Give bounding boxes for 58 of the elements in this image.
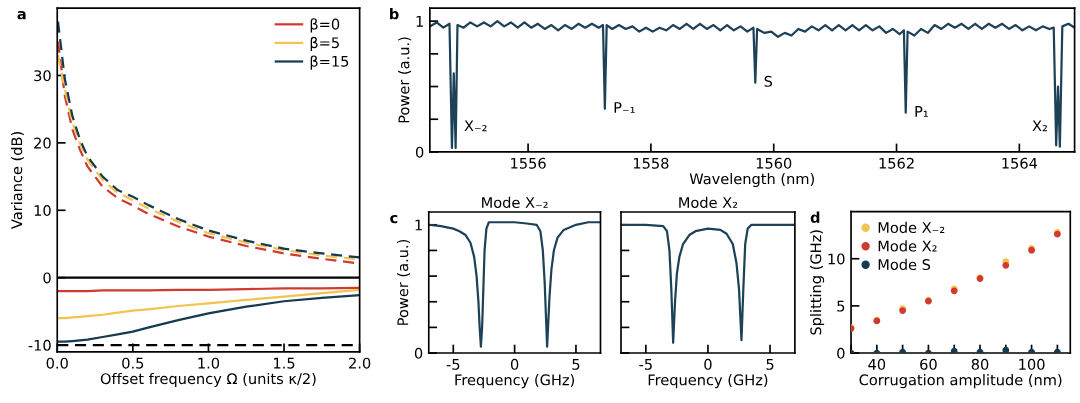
x-tick-label: -5 [446, 359, 460, 370]
y-axis-title: Splitting (GHz) [810, 230, 825, 335]
x-axis-title: Wavelength (nm) [689, 172, 814, 188]
y-tick-label: -10 [28, 339, 51, 351]
x-tick-label: 5 [766, 359, 774, 370]
annotation: P₁ [915, 106, 928, 117]
x-tick-label: 1562 [879, 157, 914, 169]
x-tick-label: 1564 [1002, 157, 1038, 169]
x-tick-label: 1.5 [274, 357, 295, 369]
y-tick-label: 30 [34, 70, 51, 82]
y-tick-label: 1 [416, 16, 423, 27]
x-tick-label: 1560 [756, 157, 792, 169]
x-axis-title: Offset frequency Ω (units κ/2) [100, 372, 316, 387]
y-axis-title: Power (a.u.) [398, 37, 412, 123]
y-axis-title: Power (a.u.) [397, 239, 411, 325]
x-tick-label: 0 [510, 358, 519, 370]
text: a [17, 10, 26, 20]
x-tick-label: 80 [971, 358, 989, 370]
legend-label: β=0 [310, 18, 340, 33]
annotation: X₂ [1032, 120, 1047, 132]
x-tick-label: 1556 [511, 157, 546, 169]
legend-label: β=5 [310, 36, 339, 52]
annotation: X₋₂ [464, 120, 487, 132]
text: b [390, 8, 399, 20]
y-tick-label: 0 [415, 146, 424, 158]
x-axis-title: Frequency (GHz) [648, 374, 768, 389]
text: d [810, 211, 820, 223]
legend-label: Mode X₋₂ [878, 221, 945, 234]
x-tick-label: -5 [639, 359, 652, 370]
legend-label: Mode S [878, 258, 931, 271]
x-tick-label: 0.5 [122, 357, 144, 369]
x-tick-label: 2.0 [349, 357, 371, 369]
x-tick-label: 40 [868, 358, 886, 370]
y-axis-title: Variance (dB) [10, 132, 24, 229]
x-tick-label: 1558 [633, 157, 669, 169]
x-tick-label: 1.0 [198, 357, 220, 369]
legend-label: Mode X₂ [878, 240, 937, 252]
x-tick-label: 0.0 [46, 357, 68, 369]
y-tick-label: 20 [34, 137, 51, 149]
y-tick-label: 0 [837, 347, 845, 359]
y-tick-label: 0 [414, 347, 423, 359]
x-tick-label: 100 [1019, 358, 1045, 370]
x-tick-label: 5 [572, 359, 580, 370]
text: c [390, 214, 398, 224]
chart-title: Mode X₋₂ [482, 196, 548, 209]
y-tick-label: 5 [837, 300, 845, 312]
x-axis-title: Frequency (GHz) [455, 374, 574, 389]
annotation: S [764, 75, 773, 87]
x-tick-label: 60 [920, 358, 937, 370]
y-tick-label: 0 [43, 272, 51, 284]
annotation: P₋₁ [614, 102, 635, 113]
legend-label: β=15 [310, 55, 349, 70]
y-tick-label: 10 [34, 204, 51, 217]
y-tick-label: 1 [415, 219, 422, 231]
y-tick-label: 10 [828, 253, 845, 265]
x-tick-label: 0 [704, 358, 712, 370]
chart-title: Mode X₂ [679, 196, 738, 209]
x-axis-title: Corrugation amplitude (nm) [859, 374, 1062, 389]
